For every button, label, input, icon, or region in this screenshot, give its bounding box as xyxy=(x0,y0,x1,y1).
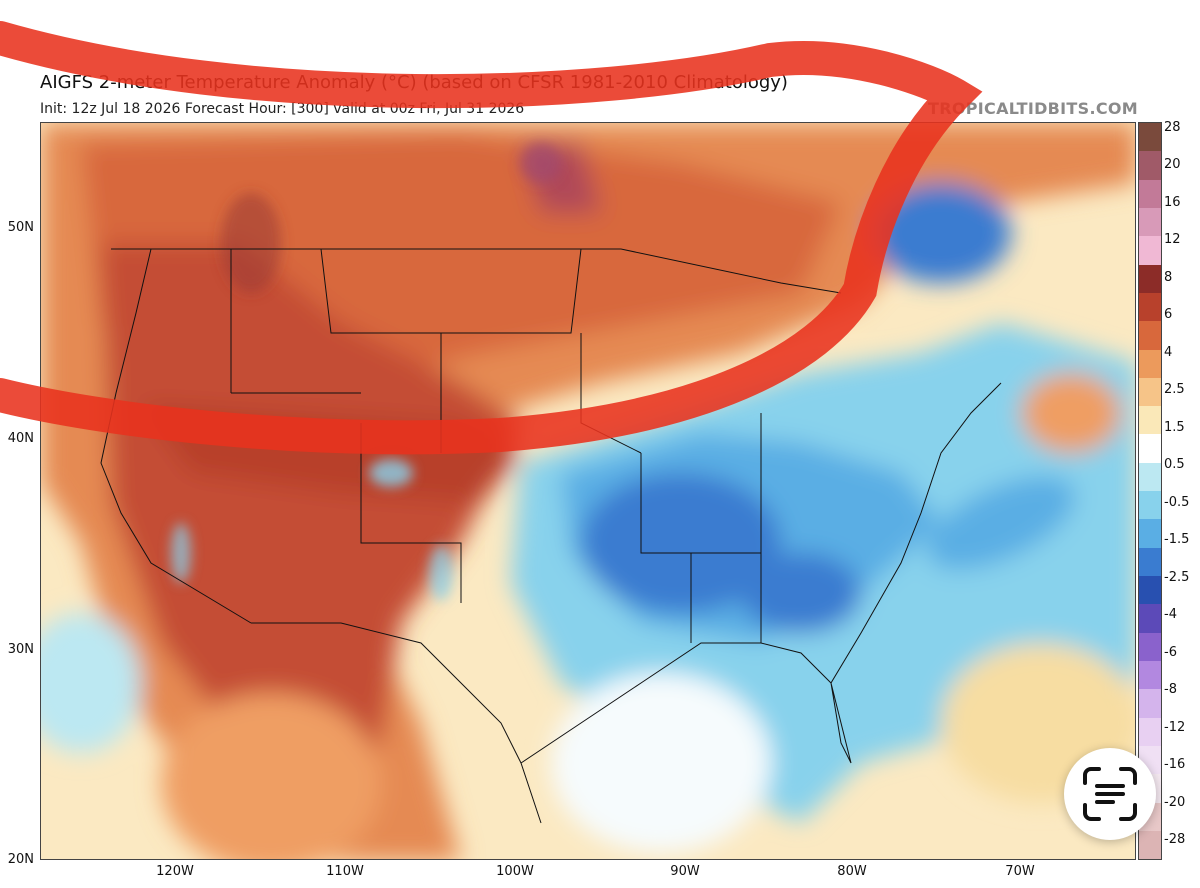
colorbar-segment xyxy=(1139,547,1161,576)
colorbar-segment xyxy=(1139,462,1161,492)
colorbar-label: -6 xyxy=(1164,644,1177,660)
forecast-subtitle: Init: 12z Jul 18 2026 Forecast Hour: [30… xyxy=(40,101,525,117)
gulf-coast xyxy=(520,642,832,764)
colorbar-label: 2.5 xyxy=(1164,382,1185,398)
colorbar-segment xyxy=(1139,717,1161,746)
colorbar-label: -4 xyxy=(1164,607,1177,623)
lon-label-120w: 120W xyxy=(156,864,194,879)
colorbar-label: -16 xyxy=(1164,757,1186,773)
lat-label-30n: 30N xyxy=(7,642,34,657)
colorbar-segment xyxy=(1139,434,1161,463)
colorbar-label: 6 xyxy=(1164,307,1173,323)
colorbar-segment xyxy=(1139,830,1161,860)
lon-label-90w: 90W xyxy=(670,864,700,879)
colorbar-label: 12 xyxy=(1164,232,1181,248)
colorbar-label: 4 xyxy=(1164,344,1173,360)
lon-label-70w: 70W xyxy=(1005,864,1035,879)
colorbar-segment xyxy=(1139,349,1161,378)
colorbar-label: -28 xyxy=(1164,832,1186,847)
colorbar-segment xyxy=(1139,321,1161,350)
map-title: AIGFS 2-meter Temperature Anomaly (°C) (… xyxy=(40,72,788,93)
colorbar-label: 8 xyxy=(1164,269,1173,285)
lon-label-100w: 100W xyxy=(496,864,534,879)
colorbar-segment xyxy=(1139,519,1161,548)
colorbar-label: 28 xyxy=(1164,120,1181,135)
colorbar-segment xyxy=(1139,604,1161,633)
colorbar-label: -2.5 xyxy=(1164,569,1190,585)
colorbar-segment xyxy=(1139,264,1161,293)
colorbar-segment xyxy=(1139,151,1161,180)
anomaly-shading xyxy=(41,123,1135,859)
colorbar-segment xyxy=(1139,179,1161,208)
anomaly-map xyxy=(40,122,1136,860)
colorbar-segment xyxy=(1139,236,1161,265)
colorbar-segment xyxy=(1139,689,1161,718)
watermark: TROPICALTIDBITS.COM xyxy=(928,99,1138,118)
colorbar-segment xyxy=(1139,576,1161,605)
colorbar-label: -20 xyxy=(1164,794,1186,810)
text-scan-icon xyxy=(1083,767,1137,821)
lat-label-20n: 20N xyxy=(7,852,34,867)
colorbar-segment xyxy=(1139,123,1161,152)
colorbar-segment xyxy=(1139,292,1161,322)
map-canvas xyxy=(41,123,1135,859)
colorbar xyxy=(1138,122,1162,860)
colorbar-label: -8 xyxy=(1164,682,1177,698)
colorbar-segment xyxy=(1139,632,1161,661)
lon-label-80w: 80W xyxy=(837,864,867,879)
text-scan-button[interactable] xyxy=(1064,748,1156,840)
colorbar-label: -12 xyxy=(1164,719,1186,735)
lat-label-50n: 50N xyxy=(7,220,34,235)
colorbar-label: 0.5 xyxy=(1164,457,1185,473)
lat-label-40n: 40N xyxy=(7,431,34,446)
colorbar-label: -1.5 xyxy=(1164,532,1190,548)
colorbar-label: 20 xyxy=(1164,157,1181,173)
colorbar-segment xyxy=(1139,207,1161,237)
colorbar-segment xyxy=(1139,491,1161,520)
colorbar-label: -0.5 xyxy=(1164,494,1190,510)
colorbar-label: 16 xyxy=(1164,194,1181,210)
colorbar-segment xyxy=(1139,406,1161,435)
lon-label-110w: 110W xyxy=(326,864,364,879)
colorbar-segment xyxy=(1139,377,1161,407)
colorbar-segment xyxy=(1139,660,1161,690)
colorbar-label: 1.5 xyxy=(1164,419,1185,435)
